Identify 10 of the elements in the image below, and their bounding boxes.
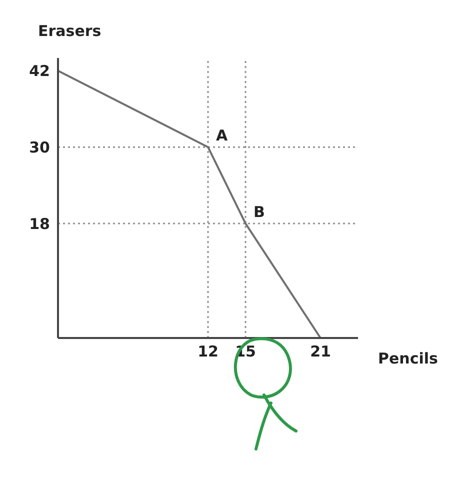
x-axis-title: Pencils xyxy=(378,349,438,368)
x-tick-label: 21 xyxy=(310,342,331,361)
y-tick-label: 42 xyxy=(29,62,50,80)
x-tick-label: 12 xyxy=(198,342,218,361)
line-series xyxy=(58,70,322,338)
y-tick-label: 30 xyxy=(29,138,50,156)
annotation: B xyxy=(254,202,265,221)
y-axis-title: Erasers xyxy=(38,22,102,40)
annotation: A xyxy=(216,126,228,144)
y-tick-label: 18 xyxy=(29,214,50,233)
